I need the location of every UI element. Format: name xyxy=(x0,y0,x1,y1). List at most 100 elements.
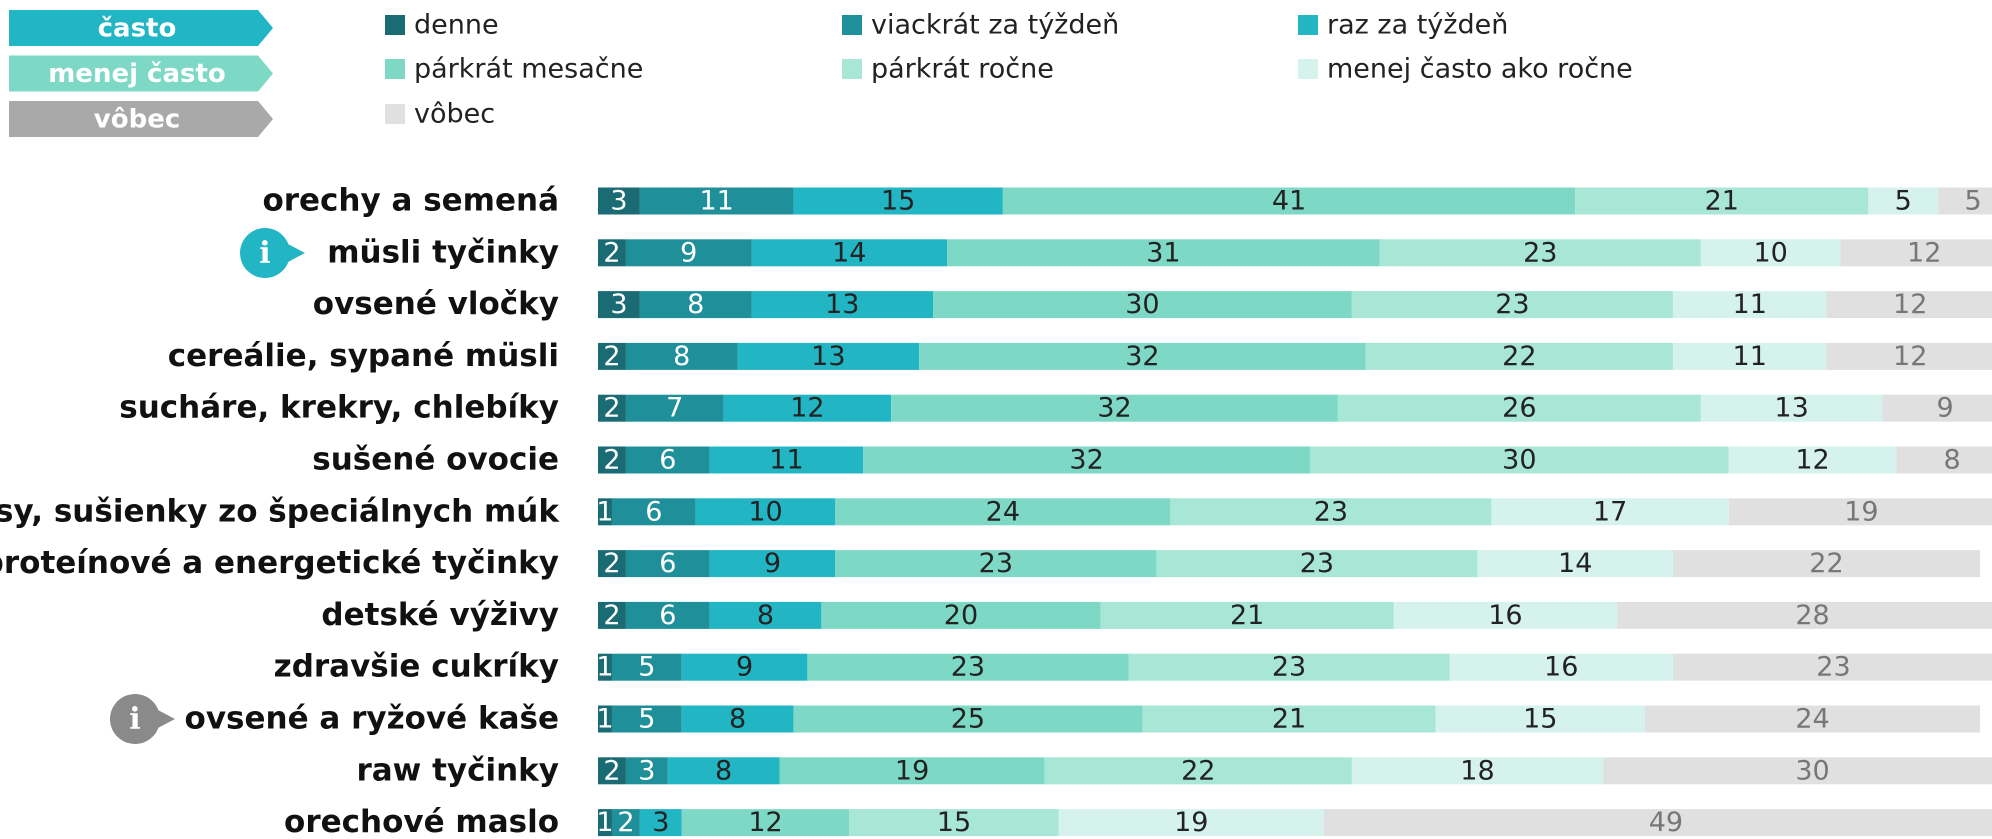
value-label: 2 xyxy=(603,445,620,476)
bar-segment xyxy=(598,187,640,215)
bar-segment xyxy=(611,705,682,733)
value-label: 26 xyxy=(1502,393,1536,424)
bar-segment xyxy=(793,705,1143,733)
value-label: 2 xyxy=(603,755,620,786)
bar-segment xyxy=(598,550,626,578)
bar-segment xyxy=(779,757,1045,785)
bar-segment xyxy=(598,705,612,733)
bar-segment xyxy=(625,342,738,370)
bar-segment xyxy=(598,498,612,526)
value-label: 22 xyxy=(1809,548,1843,579)
bar-segment xyxy=(1337,394,1701,422)
value-label: 16 xyxy=(1544,652,1578,683)
info-icon[interactable]: i xyxy=(110,694,175,744)
bar-segment xyxy=(1393,601,1618,629)
value-label: 24 xyxy=(1795,704,1829,735)
category-label: orechy a semená xyxy=(262,183,559,219)
value-label: 21 xyxy=(1272,704,1306,735)
bar-segment xyxy=(1365,342,1673,370)
group-tag-label: vôbec xyxy=(94,105,180,135)
value-label: 25 xyxy=(951,704,985,735)
value-label: 12 xyxy=(1907,237,1941,268)
bar-segment xyxy=(835,550,1157,578)
bar-segment xyxy=(737,342,920,370)
bar-segment xyxy=(1672,550,1981,578)
bar-segment xyxy=(625,757,668,785)
svg-text:i: i xyxy=(129,702,140,737)
bar-segment xyxy=(625,239,752,267)
value-label: 13 xyxy=(1774,393,1808,424)
bar-segment xyxy=(611,653,682,681)
bar-segment xyxy=(1002,187,1576,215)
bar-segment xyxy=(1170,498,1492,526)
value-label: 23 xyxy=(1523,237,1557,268)
value-label: 30 xyxy=(1502,445,1536,476)
value-label: 13 xyxy=(811,341,845,372)
value-label: 13 xyxy=(825,289,859,320)
value-label: 7 xyxy=(666,393,683,424)
bar-segment xyxy=(1379,239,1701,267)
group-tag xyxy=(9,55,273,92)
value-label: 2 xyxy=(603,600,620,631)
value-label: 8 xyxy=(715,755,732,786)
value-label: 12 xyxy=(790,393,824,424)
category-label: orechové maslo xyxy=(284,804,559,839)
value-label: 23 xyxy=(1272,652,1306,683)
bar-segment xyxy=(625,601,710,629)
value-label: 20 xyxy=(944,600,978,631)
value-label: 11 xyxy=(769,445,803,476)
value-label: 9 xyxy=(736,652,753,683)
bar-segment xyxy=(891,394,1338,422)
value-label: 9 xyxy=(680,237,697,268)
legend-label: denne xyxy=(414,10,499,41)
bar-segment xyxy=(1700,394,1883,422)
bar-segment xyxy=(1672,653,1992,681)
bar-segment xyxy=(625,550,710,578)
value-label: 6 xyxy=(659,600,676,631)
bar-segment xyxy=(1728,498,1992,526)
group-tag-label: menej často xyxy=(48,59,226,89)
bar-segment xyxy=(1603,757,1992,785)
bar-segment xyxy=(639,187,794,215)
svg-text:i: i xyxy=(259,236,270,271)
value-label: 8 xyxy=(1944,445,1961,476)
value-label: 3 xyxy=(610,186,627,217)
value-label: 3 xyxy=(638,755,655,786)
value-label: 23 xyxy=(1816,652,1850,683)
legend-swatch xyxy=(1298,15,1318,35)
bar-segment xyxy=(1840,239,1992,267)
bar-segment xyxy=(807,653,1129,681)
bar-segment xyxy=(933,291,1352,319)
bar-segment xyxy=(919,342,1366,370)
bar-segment xyxy=(751,291,934,319)
bar-segment xyxy=(1156,550,1478,578)
value-label: 11 xyxy=(1733,289,1767,320)
bar-segment xyxy=(1728,446,1897,474)
value-label: 23 xyxy=(979,548,1013,579)
bar-segment xyxy=(1672,291,1827,319)
bar-segment xyxy=(598,342,626,370)
value-label: 3 xyxy=(610,289,627,320)
category-label: detské výživy xyxy=(321,597,559,633)
group-tag-label: často xyxy=(98,14,177,44)
value-label: 2 xyxy=(603,393,620,424)
value-label: 5 xyxy=(1895,186,1912,217)
bar-segment xyxy=(1868,187,1939,215)
bar-segment xyxy=(598,291,640,319)
category-label: keksy, sušienky zo špeciálnych múk xyxy=(0,493,560,529)
value-label: 12 xyxy=(748,807,782,838)
bar-segment xyxy=(1142,705,1436,733)
bar-segment xyxy=(1477,550,1673,578)
bar-segment xyxy=(639,291,752,319)
info-icon[interactable]: i xyxy=(240,228,305,278)
value-label: 32 xyxy=(1125,341,1159,372)
value-label: 15 xyxy=(881,186,915,217)
bar-segment xyxy=(723,394,892,422)
bar-segment xyxy=(598,757,626,785)
value-label: 24 xyxy=(986,496,1020,527)
bar-segment xyxy=(1672,342,1827,370)
value-label: 9 xyxy=(1937,393,1954,424)
value-label: 21 xyxy=(1705,186,1739,217)
bar-segment xyxy=(1309,446,1729,474)
